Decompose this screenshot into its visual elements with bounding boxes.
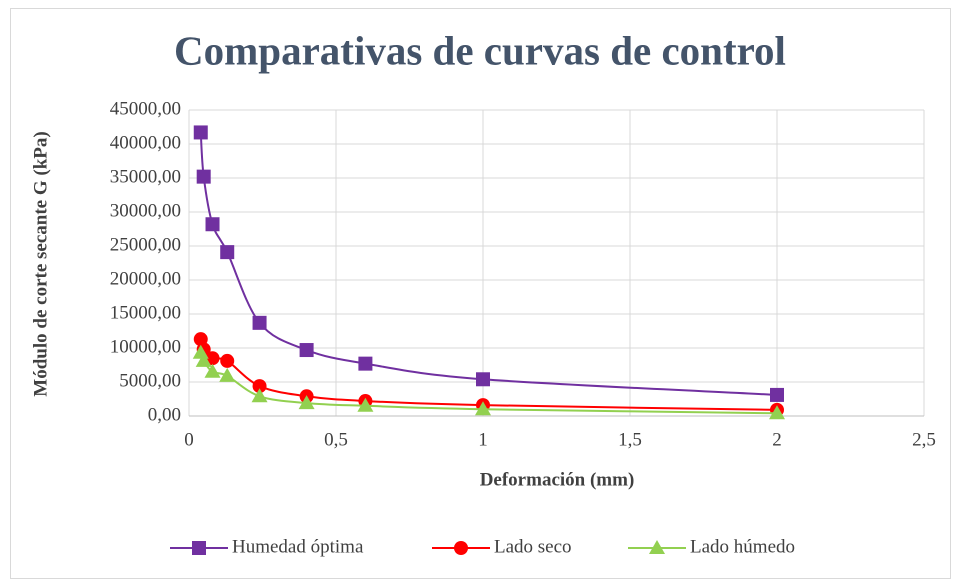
chart-border (10, 8, 951, 579)
marker (299, 343, 314, 358)
legend-label: Lado húmedo (690, 536, 795, 557)
marker (219, 367, 236, 382)
y-tick-label: 15000,00 (110, 302, 181, 323)
series-line (199, 132, 778, 396)
marker (205, 217, 220, 232)
marker (251, 388, 268, 403)
x-tick-label: 1,5 (618, 429, 642, 450)
marker (196, 169, 211, 184)
y-tick-label: 25000,00 (110, 234, 181, 255)
y-tick-label: 35000,00 (110, 166, 181, 187)
marker (192, 541, 206, 555)
marker (649, 540, 665, 554)
legend-label: Humedad óptima (232, 536, 364, 557)
marker (205, 351, 220, 366)
marker (454, 541, 468, 555)
y-tick-label: 10000,00 (110, 336, 181, 357)
marker (193, 125, 208, 140)
marker (220, 353, 235, 368)
x-tick-label: 1 (478, 429, 488, 450)
series-line (199, 352, 778, 415)
marker (252, 315, 267, 330)
chart-title: Comparativas de curvas de control (174, 27, 786, 73)
y-tick-label: 20000,00 (110, 268, 181, 289)
y-tick-label: 30000,00 (110, 200, 181, 221)
x-tick-label: 2,5 (912, 429, 936, 450)
marker (475, 401, 491, 416)
x-tick-label: 0 (184, 429, 194, 450)
marker (204, 363, 221, 378)
marker (476, 372, 490, 387)
marker (252, 379, 267, 394)
marker (195, 352, 212, 367)
marker (769, 405, 785, 420)
legend-label: Lado seco (494, 536, 572, 557)
y-tick-label: 0,00 (148, 404, 181, 425)
y-axis-label: Módulo de corte secante G (kPa) (30, 131, 51, 396)
marker (220, 245, 235, 260)
marker (357, 397, 374, 412)
y-tick-label: 5000,00 (119, 370, 181, 391)
y-tick-label: 45000,00 (110, 98, 181, 119)
marker (358, 356, 373, 371)
x-tick-label: 0,5 (324, 429, 348, 450)
x-tick-label: 2 (772, 429, 782, 450)
marker (298, 395, 315, 410)
y-tick-label: 40000,00 (110, 132, 181, 153)
marker (770, 387, 784, 402)
x-axis-label: Deformación (mm) (480, 469, 635, 490)
